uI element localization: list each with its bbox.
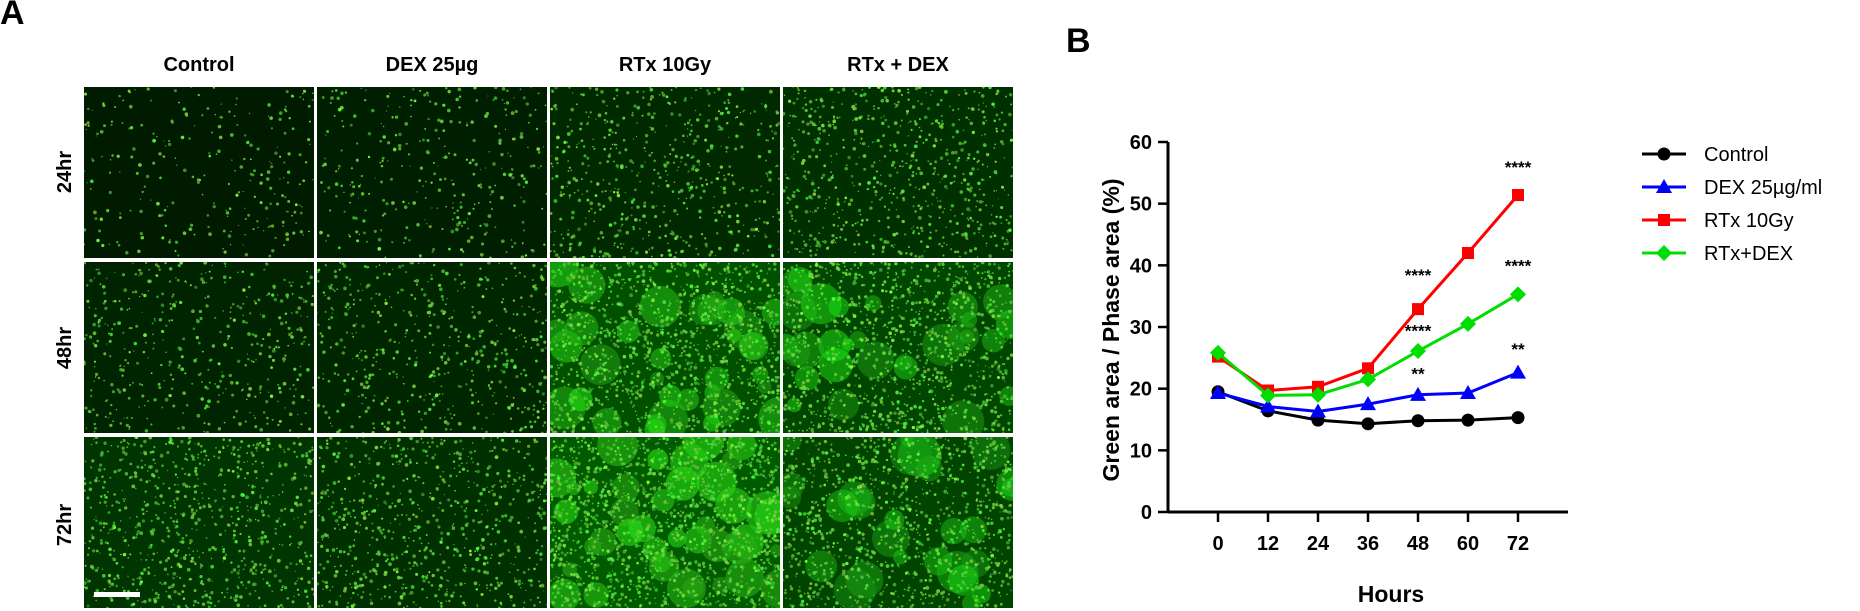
chart-annotations: ******************** [1405,158,1532,384]
data-point-rtx-10gy [1312,380,1324,393]
micrograph-dex-25-g-48hr [317,262,547,433]
data-point-dex-25-g-ml [1460,384,1476,399]
data-point-dex-25-g-ml [1210,384,1226,399]
significance-annotation: ** [1411,364,1425,383]
micrograph-rtx-dex-24hr [783,87,1013,258]
data-point-dex-25-g-ml [1360,396,1376,411]
data-point-rtx-dex [1460,315,1476,332]
data-point-control [1461,413,1475,427]
y-tick-label: 40 [1130,255,1152,277]
data-point-rtx-dex [1360,371,1376,388]
y-tick-label: 60 [1130,132,1152,154]
x-tick-label: 24 [1307,533,1330,555]
legend-label-control: Control [1704,144,1768,166]
y-axis-label: Green area / Phase area (%) [1098,179,1124,482]
chart-series [1210,189,1526,431]
y-tick-label: 50 [1130,194,1152,216]
micrograph-rtx-10gy-48hr [550,262,780,433]
y-tick-label: 30 [1130,317,1152,339]
significance-annotation: **** [1405,321,1432,340]
micrograph-rtx-dex-48hr [783,262,1013,433]
legend-label-dex-25-g-ml: DEX 25µg/ml [1704,177,1822,199]
legend-marker-rtx-10gy [1658,214,1670,226]
significance-annotation: ** [1511,340,1525,359]
data-point-control [1511,411,1525,425]
panel-a-label: A [0,0,25,32]
x-tick-label: 12 [1257,533,1279,555]
significance-annotation: **** [1505,257,1532,276]
data-point-rtx-10gy [1362,362,1374,375]
y-tick-label: 10 [1130,440,1152,462]
micrograph-rtx-10gy-24hr [550,87,780,258]
x-tick-label: 36 [1357,533,1379,555]
y-tick-label: 20 [1130,379,1152,401]
row-label-24hr: 24hr [54,150,76,194]
data-point-dex-25-g-ml [1410,386,1426,401]
data-point-rtx-10gy [1412,303,1424,316]
data-point-rtx-dex [1260,387,1276,404]
micrograph-control-72hr [84,437,314,608]
micrograph-rtx-10gy-72hr [550,437,780,608]
x-tick-label: 0 [1212,533,1223,555]
significance-annotation: **** [1405,266,1432,285]
panel-b-label: B [1066,22,1091,60]
data-point-rtx-10gy [1512,189,1524,202]
column-header-rtx: RTx 10Gy [618,54,712,76]
series-line-rtx-10gy [1217,194,1520,393]
data-point-rtx-dex [1510,286,1526,303]
legend-marker-control [1657,147,1671,161]
data-point-dex-25-g-ml [1310,403,1326,418]
micrograph-dex-25-g-24hr [317,87,547,258]
data-point-rtx-dex [1310,386,1326,403]
x-tick-label: 72 [1507,533,1529,555]
data-point-dex-25-g-ml [1260,398,1276,413]
micrograph-control-24hr [84,87,314,258]
legend-marker-rtx-dex [1656,245,1672,261]
scale-bar [94,592,140,597]
micrograph-dex-25-g-72hr [317,437,547,608]
legend-label-rtx-dex: RTx+DEX [1704,243,1793,265]
x-tick-label: 60 [1457,533,1479,555]
chart-axes: 0 10 20 30 40 50 60 0 12 24 36 48 60 72 [1130,132,1568,555]
column-header-rtx-dex: RTx + DEX [847,54,949,76]
chart-legend: Control DEX 25µg/ml RTx 10Gy RTx+DEX [1642,144,1822,265]
row-label-48hr: 48hr [54,326,76,370]
x-tick-label: 48 [1407,533,1429,555]
x-axis-label: Hours [1358,581,1424,607]
legend-marker-dex-25-g-ml [1656,179,1672,193]
column-header-control: Control [163,54,235,76]
micrograph-control-48hr [84,262,314,433]
row-label-72hr: 72hr [54,503,76,547]
legend-label-rtx-10gy: RTx 10Gy [1704,210,1794,232]
column-header-dex: DEX 25µg [385,54,479,76]
data-point-control [1361,417,1375,431]
data-point-control [1411,414,1425,428]
data-point-rtx-dex [1410,343,1426,360]
y-tick-label: 0 [1141,502,1152,524]
data-point-dex-25-g-ml [1510,364,1526,379]
data-point-rtx-10gy [1462,247,1474,259]
significance-annotation: **** [1505,158,1532,177]
data-point-rtx-dex [1210,344,1226,361]
micrograph-rtx-dex-72hr [783,437,1013,608]
